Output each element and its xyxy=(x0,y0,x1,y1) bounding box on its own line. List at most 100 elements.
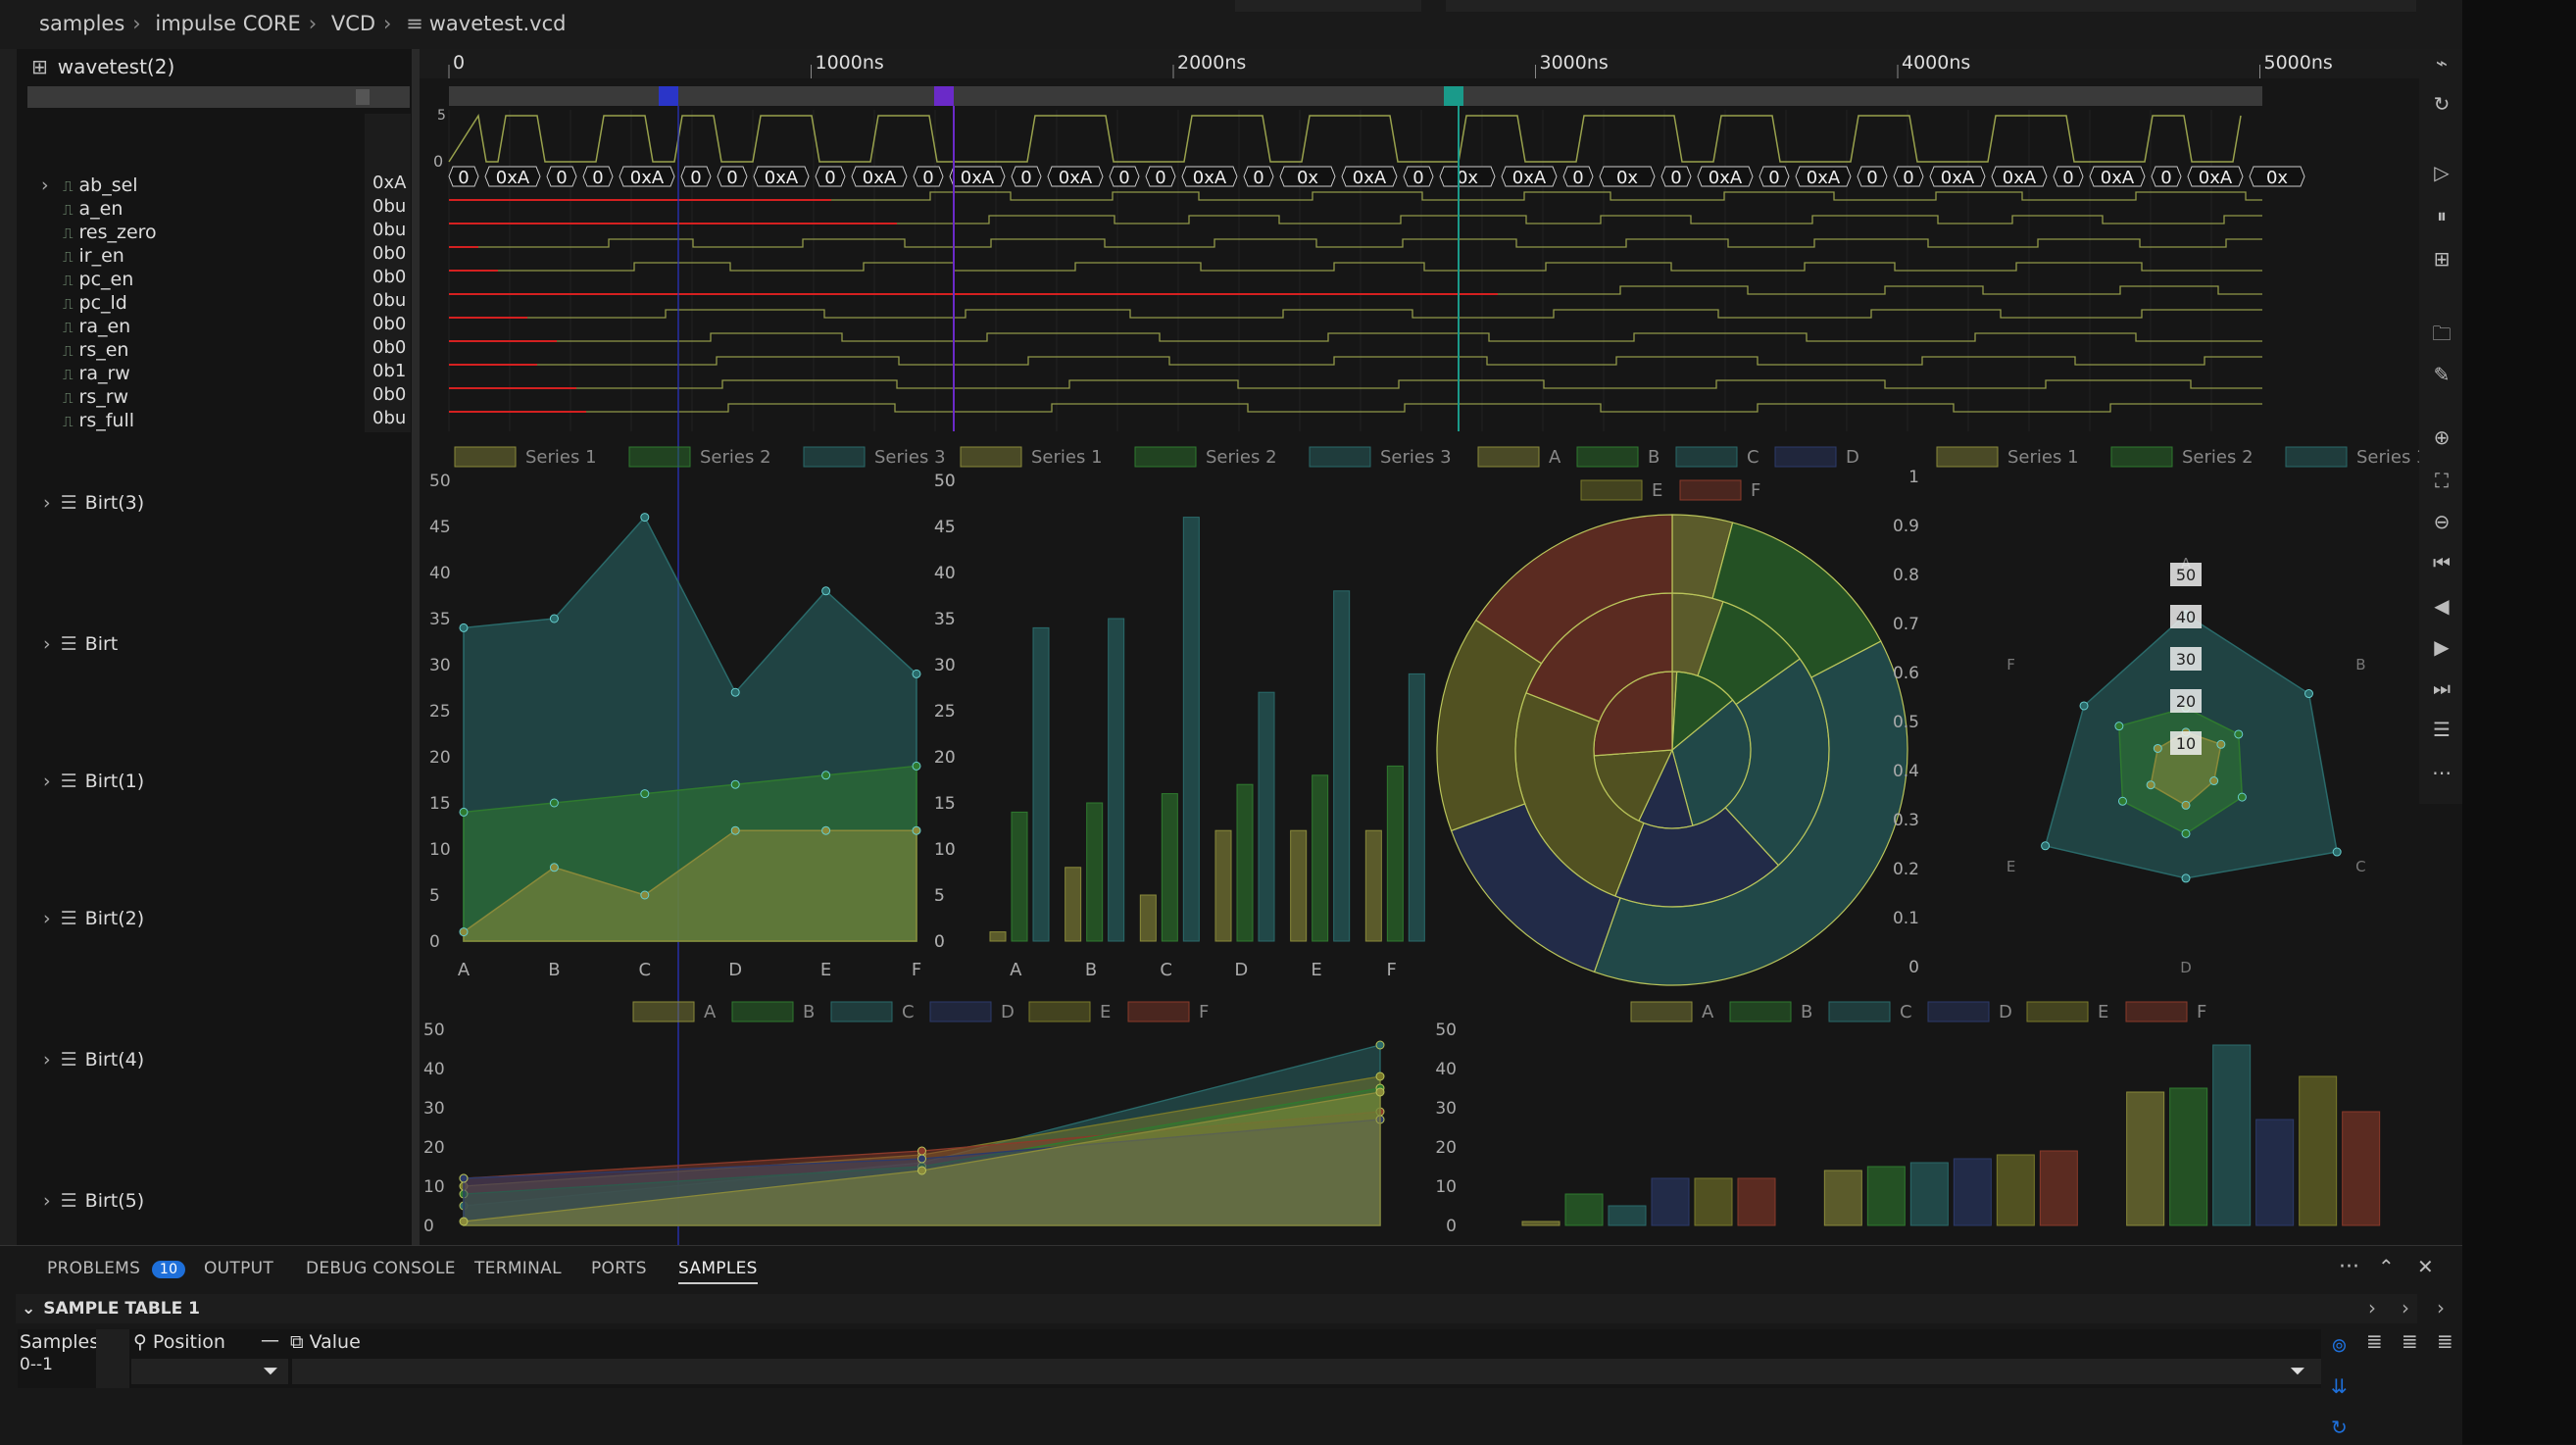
data-point xyxy=(549,614,559,623)
y-tick-label: 40 xyxy=(423,1060,445,1079)
group-row[interactable]: › ☰ Birt(3) xyxy=(43,492,144,514)
list-icon: ☰ xyxy=(60,1190,77,1212)
signal-row[interactable]: ⎍ ra_en xyxy=(63,316,130,337)
next-icon[interactable]: ▶ xyxy=(2434,635,2450,659)
signal-value: 0b1 xyxy=(372,361,407,381)
chart-icon[interactable]: ⌁ xyxy=(2435,51,2449,75)
tab-terminal[interactable]: TERMINAL xyxy=(474,1259,562,1278)
more-icon[interactable]: ⋯ xyxy=(2432,761,2452,784)
column-value[interactable]: ⧉ Value xyxy=(290,1331,361,1353)
list-icon[interactable]: ≣ xyxy=(2437,1329,2453,1353)
chevron-right-icon[interactable]: › xyxy=(43,771,51,792)
collapse-column-icon[interactable]: — xyxy=(261,1329,279,1351)
chevron-right-icon[interactable]: › xyxy=(43,1049,51,1071)
view-scrollbar[interactable] xyxy=(27,86,410,108)
bus-segment xyxy=(484,166,541,187)
chevron-right-icon[interactable]: › xyxy=(43,908,51,929)
close-panel-icon[interactable]: ✕ xyxy=(2417,1255,2434,1278)
signal-row[interactable]: › ⎍ ab_sel xyxy=(41,174,138,196)
column-position[interactable]: ⚲ Position xyxy=(133,1331,225,1353)
sample-table-header[interactable] xyxy=(16,1294,2417,1323)
signal-row[interactable]: ⎍ ir_en xyxy=(63,245,124,267)
digital-trace xyxy=(831,191,2262,201)
scrollbar-thumb[interactable] xyxy=(356,89,370,105)
folder-icon[interactable]: 🗀 xyxy=(2432,322,2452,345)
data-point xyxy=(2181,873,2191,883)
legend-swatch xyxy=(1675,446,1738,468)
tab-output[interactable]: OUTPUT xyxy=(204,1259,274,1278)
signal-row[interactable]: ⎍ pc_en xyxy=(63,269,133,290)
y-tick-label: 20 xyxy=(429,748,451,768)
signal-value: 0b0 xyxy=(372,314,407,334)
tab-debug-console[interactable]: DEBUG CONSOLE xyxy=(306,1259,456,1278)
chevron-right-icon[interactable]: › xyxy=(41,174,49,196)
settings-list-icon[interactable]: ☰ xyxy=(2433,718,2451,741)
grid-icon[interactable]: ⊞ xyxy=(2433,247,2451,271)
breadcrumb-item[interactable]: samples xyxy=(39,12,125,35)
more-icon[interactable]: ··· xyxy=(2339,1255,2359,1279)
reload-icon[interactable]: ↻ xyxy=(2331,1416,2348,1439)
skip-end-icon[interactable]: ⏭ xyxy=(2433,676,2451,700)
view-title[interactable]: ⊞ wavetest(2) xyxy=(31,55,174,78)
list-icon[interactable]: ≣ xyxy=(2402,1329,2418,1353)
signal-row[interactable]: ⎍ pc_ld xyxy=(63,292,127,314)
tab-samples[interactable]: SAMPLES xyxy=(678,1259,758,1284)
zoom-in-icon[interactable]: ⊕ xyxy=(2433,425,2451,449)
zoom-out-icon[interactable]: ⊖ xyxy=(2433,510,2451,533)
legend-label: Series 1 xyxy=(525,447,597,468)
group-row[interactable]: › ☰ Birt xyxy=(43,633,118,655)
play-icon[interactable]: ▷ xyxy=(2434,161,2450,184)
legend-swatch xyxy=(2125,1001,2188,1022)
filter-icon[interactable]: ⏷ xyxy=(263,1359,278,1382)
signal-row[interactable]: ⎍ rs_en xyxy=(63,339,128,361)
maximize-panel-icon[interactable]: ⌃ xyxy=(2378,1255,2395,1278)
pause-icon[interactable]: ⏸ xyxy=(2437,204,2447,227)
link-icon[interactable]: ⊚ xyxy=(2331,1333,2348,1357)
y-tick-label: 10 xyxy=(934,840,956,860)
signal-row[interactable]: ⎍ rs_full xyxy=(63,410,134,431)
signal-row[interactable]: ⎍ res_zero xyxy=(63,222,157,243)
zoom-fit-icon[interactable]: ⛶ xyxy=(2435,469,2449,492)
ruler-icon[interactable]: ✎ xyxy=(2433,363,2451,386)
chevron-right-icon[interactable]: › xyxy=(2368,1296,2376,1320)
group-row[interactable]: › ☰ Birt(2) xyxy=(43,908,144,929)
breadcrumb-item[interactable]: impulse CORE xyxy=(155,12,301,35)
breadcrumb-file[interactable]: wavetest.vcd xyxy=(428,12,567,35)
chevron-right-icon[interactable]: › xyxy=(43,633,51,655)
panel-splitter[interactable] xyxy=(412,49,420,1245)
sample-table-title[interactable]: ⌄ SAMPLE TABLE 1 xyxy=(22,1299,200,1319)
prev-icon[interactable]: ◀ xyxy=(2434,594,2450,618)
value-filter-field[interactable] xyxy=(292,1359,2321,1384)
data-point xyxy=(459,623,469,632)
legend-label: A xyxy=(1702,1002,1714,1022)
tab-ports[interactable]: PORTS xyxy=(591,1259,647,1278)
chevron-right-icon[interactable]: › xyxy=(2402,1296,2409,1320)
y-tick-label: 50 xyxy=(423,1021,445,1040)
skip-start-icon[interactable]: ⏮ xyxy=(2433,551,2451,574)
align-bottom-icon[interactable]: ⇊ xyxy=(2331,1374,2348,1398)
chevron-right-icon[interactable]: › xyxy=(2437,1296,2445,1320)
group-row[interactable]: › ☰ Birt(1) xyxy=(43,771,144,792)
filter-icon[interactable]: ⏷ xyxy=(2290,1359,2305,1382)
y-tick-label: 0 xyxy=(934,932,945,952)
y-tick-label: 0.4 xyxy=(1893,762,1919,781)
bus-value-label: 0 xyxy=(592,168,603,188)
signal-row[interactable]: ⎍ rs_rw xyxy=(63,386,128,408)
signal-row[interactable]: ⎍ ra_rw xyxy=(63,363,130,384)
chevron-right-icon[interactable]: › xyxy=(43,492,51,514)
bus-segment xyxy=(1759,166,1790,187)
file-lines-icon: ≡ xyxy=(406,12,423,35)
group-row[interactable]: › ☰ Birt(5) xyxy=(43,1190,144,1212)
y-tick-label: 50 xyxy=(934,472,956,491)
breadcrumb-item[interactable]: VCD xyxy=(330,12,376,35)
list-icon[interactable]: ≣ xyxy=(2366,1329,2383,1353)
chevron-right-icon[interactable]: › xyxy=(43,1190,51,1212)
signal-row[interactable]: ⎍ a_en xyxy=(63,198,123,220)
group-row[interactable]: › ☰ Birt(4) xyxy=(43,1049,144,1071)
refresh-icon[interactable]: ↻ xyxy=(2433,92,2451,116)
position-filter-field[interactable] xyxy=(131,1359,288,1384)
bar xyxy=(1608,1205,1647,1226)
tab-problems[interactable]: PROBLEMS 10 xyxy=(47,1259,186,1278)
y-tick-label: 35 xyxy=(934,610,956,629)
